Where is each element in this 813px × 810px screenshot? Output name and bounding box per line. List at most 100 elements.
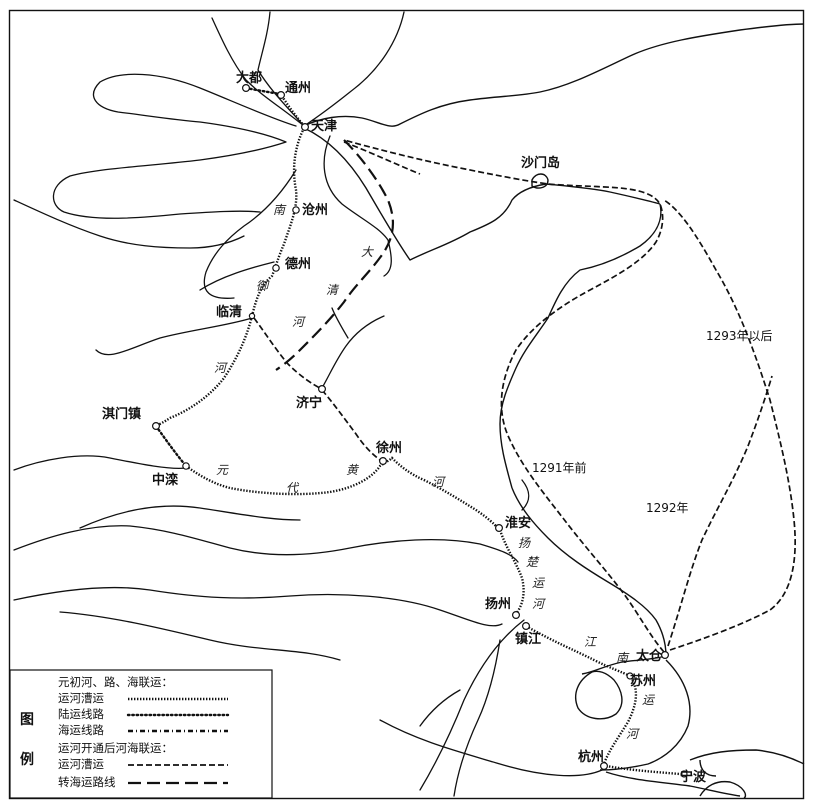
city-dot-tianjin: [301, 122, 310, 131]
river-west-lower: [95, 317, 253, 356]
legend-group1-title: 元初河、路、海联运：: [58, 675, 173, 689]
label-zhongluan: 中滦: [152, 472, 179, 488]
river-jining-branch-2: [331, 307, 349, 339]
label-river-he-2: 河: [292, 315, 306, 329]
label-xuzhou: 徐州: [375, 440, 402, 456]
label-year-1291: 1291年前: [532, 460, 587, 475]
coast-ningbo-spit: [699, 780, 747, 799]
label-suzhou: 苏州: [630, 673, 656, 689]
label-qimenzhen: 淇门镇: [102, 406, 141, 422]
sea-route-tianjin-shamen: [343, 141, 421, 175]
label-river-qing: 清: [326, 283, 340, 297]
land-route-dadu-tongzhou: [244, 86, 282, 96]
city-dot-taicang: [660, 650, 669, 659]
canal-yangchu: [498, 529, 525, 615]
river-yangtze-upper: [419, 619, 525, 791]
city-dot-tongzhou: [277, 90, 286, 99]
label-hangzhou: 杭州: [578, 749, 604, 765]
label-shamendao: 沙门岛: [521, 155, 560, 171]
transfer-route-jining-xuzhou: [321, 389, 381, 461]
label-jiangnan-nan: 南: [616, 651, 630, 665]
label-taicang: 太仓: [635, 648, 663, 664]
city-markers: [152, 83, 688, 778]
city-dot-suzhou: [626, 672, 634, 680]
river-west-far-1: [13, 199, 245, 249]
city-dot-huaian: [495, 523, 504, 532]
label-dadu: 大都: [236, 70, 262, 86]
river-labels: 南 御 河 大 清 河 元 代 黄 河 扬 楚 运 河 江 南 运 河: [214, 203, 656, 741]
label-dezhou: 德州: [285, 256, 311, 272]
legend-li: 例: [20, 751, 34, 768]
coast-shandong: [499, 203, 662, 489]
label-jiangnan-yun: 运: [642, 693, 656, 707]
coast-taihu-lake: [574, 670, 623, 720]
legend-group2-item2: 转海运路线: [58, 775, 116, 789]
label-canal-he: 河: [532, 597, 546, 611]
city-dot-cangzhou: [292, 206, 300, 214]
legend-tu: 图: [20, 712, 34, 728]
label-yangzhou: 扬州: [485, 596, 511, 612]
river-xuzhou-south: [521, 479, 530, 511]
label-year-1293: 1293年以后: [706, 329, 773, 343]
land-route-qimen-zhongluan: [154, 424, 188, 468]
canal-tongzhou-tianjin: [280, 95, 305, 127]
label-yellow-yuan: 元: [216, 463, 229, 477]
city-dot-xuzhou: [379, 457, 388, 466]
river-yangtze-south: [453, 639, 501, 797]
label-river-yu: 御: [256, 279, 270, 293]
city-dot-zhongluan: [182, 462, 190, 470]
coast-hangzhou-bay-south: [605, 771, 741, 797]
coast-bohai-west: [303, 127, 661, 261]
river-north-1: [211, 17, 305, 127]
coast-bohai-north: [303, 23, 805, 127]
coast-jiangsu: [511, 487, 667, 657]
river-north-2: [257, 11, 305, 127]
coast-shamendao-island: [531, 173, 549, 189]
legend-group1-item2: 陆运线路: [58, 707, 104, 721]
canal-yuhe: [250, 127, 306, 317]
river-west-mid-branch: [199, 261, 275, 291]
label-canal-yang: 扬: [518, 536, 531, 550]
sea-route-1293: [663, 199, 797, 651]
transfer-route-linqing-jining: [253, 317, 321, 389]
coastline: [303, 23, 805, 799]
river-daqing-lower: [323, 135, 392, 277]
label-ningbo: 宁波: [680, 769, 707, 785]
label-huaian: 淮安: [504, 515, 531, 531]
canal-jiangnan: [525, 624, 638, 765]
city-dot-zhenjiang: [521, 621, 530, 630]
legend: 图 例 元初河、路、海联运： 运河漕运 陆运线路 海运线路 运河开通后河海联运：…: [9, 669, 273, 799]
legend-group1-item1: 运河漕运: [58, 691, 104, 705]
coast-zhejiang-inlet: [689, 749, 805, 765]
river-qiantang: [379, 719, 603, 777]
canal-linqing-qimen: [155, 315, 254, 428]
label-river-nan: 南: [273, 203, 287, 217]
canal-yellow-river: [185, 456, 499, 529]
label-yellow-dai: 代: [286, 481, 300, 495]
legend-box: [9, 669, 273, 799]
label-zhenjiang: 镇江: [515, 631, 541, 647]
city-labels: 大都 通州 天津 沙门岛 沧州 德州 临清 济宁 淇门镇 中滦 徐州 淮安 扬州…: [102, 70, 707, 785]
river-west-middle: [203, 169, 297, 299]
coast-south-inlet: [699, 759, 717, 777]
city-dot-ningbo: [680, 770, 688, 778]
city-dot-dezhou: [272, 264, 280, 272]
label-canal-chu: 楚: [526, 555, 540, 569]
label-linqing: 临清: [216, 304, 242, 320]
city-dot-dadu: [242, 83, 251, 92]
city-dot-yangzhou: [511, 610, 520, 619]
river-west-yellow-upstream: [13, 455, 187, 471]
label-year-1292: 1292年: [646, 501, 689, 515]
label-canal-yun: 运: [532, 576, 546, 590]
river-yangtze-branch: [419, 689, 461, 727]
river-north-3: [303, 11, 405, 127]
coast-hangzhou-bay-north: [599, 659, 691, 771]
sea-route-1291: [343, 139, 665, 653]
transfer-route-daqing: [275, 139, 394, 371]
city-dot-hangzhou: [599, 761, 608, 770]
year-labels: 1293年以后 1291年前 1292年: [532, 329, 773, 515]
label-jiangnan-he: 河: [626, 727, 640, 741]
legend-group1-item3: 海运线路: [58, 723, 104, 737]
label-jining: 济宁: [296, 395, 322, 411]
